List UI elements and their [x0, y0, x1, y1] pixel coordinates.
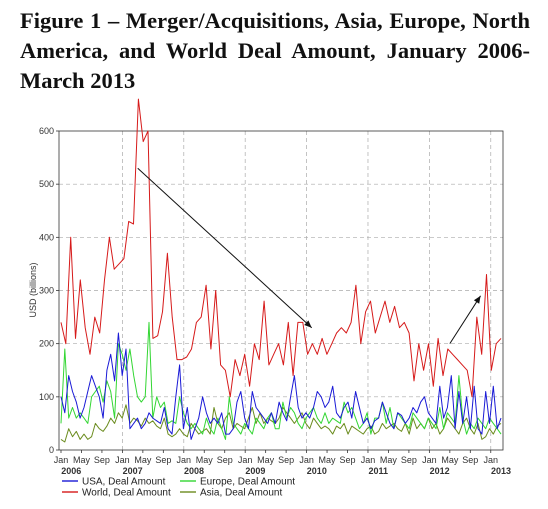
- x-tick-label-13: May: [319, 455, 337, 465]
- x-tick-label-18: Jan: [422, 455, 437, 465]
- y-tick-label-600: 600: [39, 126, 54, 136]
- y-tick-labels: 0 100 200 300 400 500 600: [39, 126, 59, 455]
- year-label-2007: 2007: [123, 466, 143, 476]
- x-tick-label-10: May: [257, 455, 275, 465]
- x-tick-label-1: May: [73, 455, 91, 465]
- series-line-world-deal-amount: [60, 98, 502, 398]
- legend-label-usa-deal-amount: USA, Deal Amount: [82, 477, 166, 488]
- x-tick-label-15: Jan: [361, 455, 376, 465]
- x-tick-label-11: Sep: [278, 455, 294, 465]
- year-label-2012: 2012: [430, 466, 450, 476]
- x-tick-label-5: Sep: [155, 455, 171, 465]
- legend: USA, Deal Amount Europe, Deal Amount World…: [62, 477, 295, 499]
- trend-arrow-head-0: [304, 320, 312, 328]
- x-tick-labels: Jan May Sep Jan May Sep Jan May Sep Jan May Sep Jan M…: [54, 450, 511, 476]
- x-tick-label-8: Sep: [217, 455, 233, 465]
- x-tick-label-16: May: [380, 455, 398, 465]
- x-tick-label-20: Sep: [462, 455, 478, 465]
- x-tick-label-14: Sep: [340, 455, 356, 465]
- grid: [59, 131, 503, 450]
- x-tick-label-21: Jan: [484, 455, 499, 465]
- year-label-2013: 2013: [491, 466, 511, 476]
- x-tick-label-2: Sep: [94, 455, 110, 465]
- series-line-usa-deal-amount: [60, 332, 502, 440]
- y-tick-label-200: 200: [39, 339, 54, 349]
- y-axis-label: USD (billions): [28, 262, 38, 317]
- arrow-layer: [137, 167, 481, 344]
- y-tick-label-300: 300: [39, 286, 54, 296]
- x-tick-label-0: Jan: [54, 455, 69, 465]
- x-tick-label-19: May: [441, 455, 459, 465]
- x-tick-label-17: Sep: [401, 455, 417, 465]
- year-label-2009: 2009: [245, 466, 265, 476]
- y-tick-label-500: 500: [39, 179, 54, 189]
- series-layer: [60, 98, 502, 443]
- y-tick-label-100: 100: [39, 392, 54, 402]
- legend-label-europe-deal-amount: Europe, Deal Amount: [200, 477, 295, 488]
- series-line-europe-deal-amount: [60, 321, 502, 440]
- x-tick-label-7: May: [196, 455, 214, 465]
- series-line-asia-deal-amount: [60, 404, 502, 443]
- year-label-2006: 2006: [61, 466, 81, 476]
- x-tick-label-4: May: [134, 455, 152, 465]
- x-tick-label-6: Jan: [177, 455, 192, 465]
- legend-label-asia-deal-amount: Asia, Deal Amount: [200, 488, 282, 499]
- legend-label-world-deal-amount: World, Deal Amount: [82, 488, 171, 499]
- trend-arrow-head-1: [473, 295, 481, 304]
- x-tick-label-12: Jan: [299, 455, 314, 465]
- year-label-2010: 2010: [307, 466, 327, 476]
- y-tick-label-400: 400: [39, 232, 54, 242]
- year-label-2008: 2008: [184, 466, 204, 476]
- figure-title: Figure 1 – Merger/Acquisitions, Asia, Eu…: [20, 8, 530, 93]
- y-tick-label-0: 0: [49, 445, 54, 455]
- trend-arrow-line-1: [449, 295, 481, 344]
- trend-arrow-line-0: [137, 167, 313, 329]
- x-tick-label-3: Jan: [115, 455, 130, 465]
- x-tick-label-9: Jan: [238, 455, 253, 465]
- year-label-2011: 2011: [368, 466, 388, 476]
